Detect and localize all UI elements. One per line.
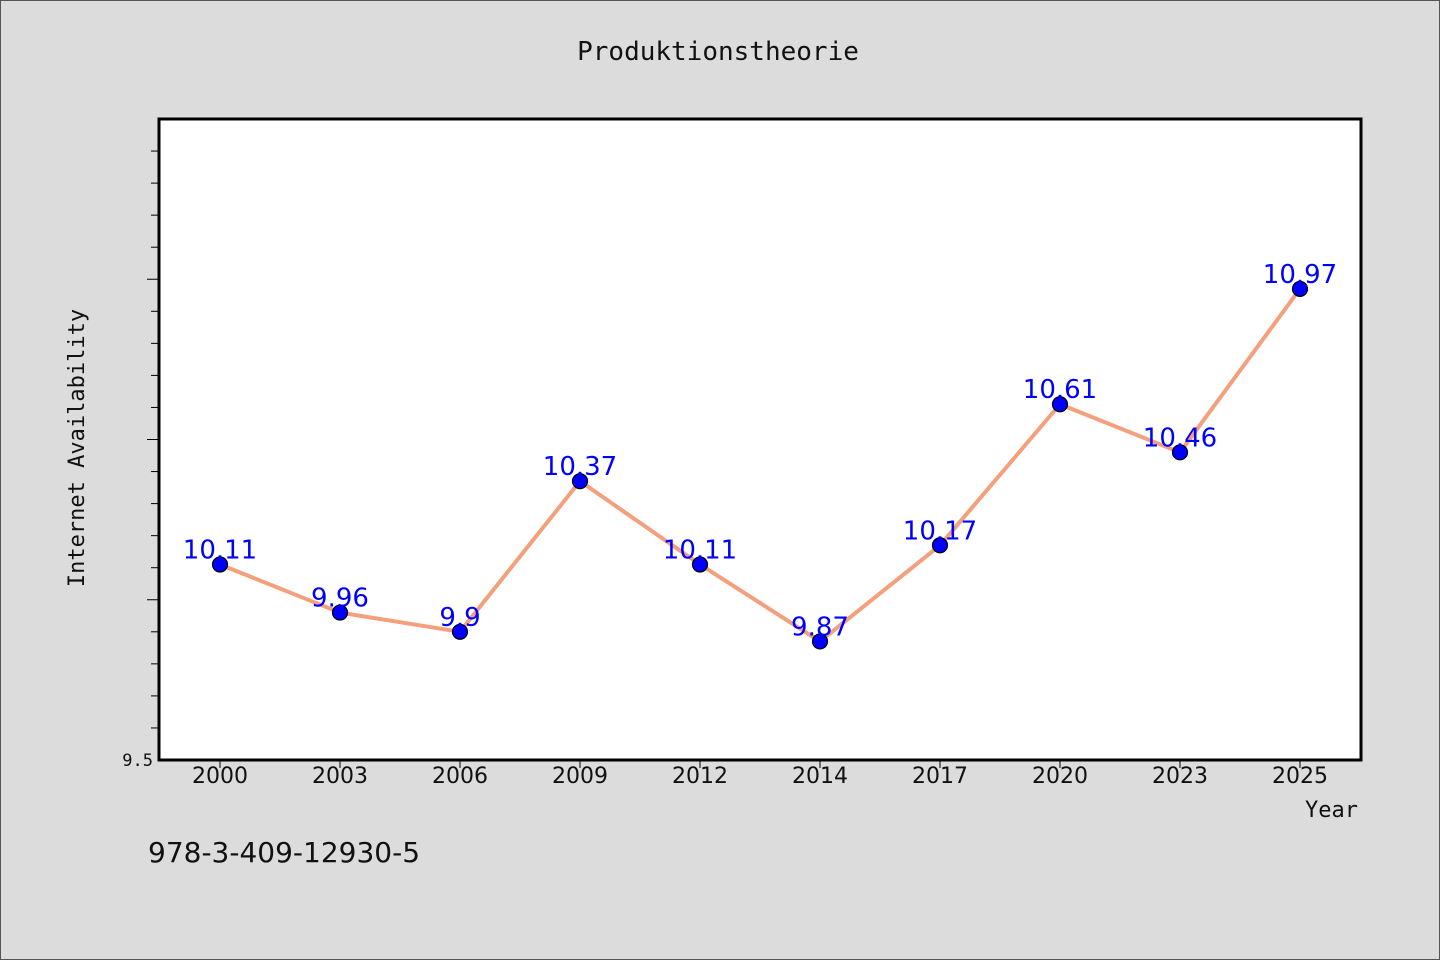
x-axis-ticks: 2000 2003 2006 2009 2012 2014 2017 2020 2023 2025: [192, 760, 1328, 789]
x-tick-label: 2014: [792, 764, 848, 789]
series-line: [219, 287, 1302, 644]
x-tick-label: 2017: [912, 764, 968, 789]
data-point: [1051, 396, 1069, 413]
data-labels: 10.11 9.96 9.9 10.37 10.11 9.87 10.17 10.61 10.4…: [183, 260, 1337, 643]
y-axis-ticks: 9.5: [122, 150, 159, 771]
isbn-text: 978-3-409-12930-5: [148, 836, 420, 869]
x-tick-label: 2020: [1032, 764, 1088, 789]
data-point: [1171, 444, 1189, 461]
x-tick-label: 2003: [312, 764, 368, 789]
data-label: 10.11: [663, 535, 737, 565]
data-point: [211, 556, 229, 573]
data-label: 10.61: [1023, 375, 1097, 405]
data-label: 9.96: [311, 584, 369, 614]
x-tick-label: 2023: [1152, 764, 1208, 789]
x-tick-label: 2000: [192, 764, 248, 789]
data-label: 10.46: [1143, 423, 1217, 453]
x-tick-label: 2006: [432, 764, 488, 789]
data-point: [571, 473, 589, 490]
data-point: [931, 537, 949, 554]
data-points: [211, 280, 1309, 650]
data-point: [331, 604, 349, 621]
y-axis-label: Internet Availability: [65, 309, 90, 587]
data-point: [811, 633, 829, 650]
data-label: 10.17: [903, 516, 977, 546]
data-label: 10.11: [183, 535, 257, 565]
plot-area: [157, 117, 1363, 762]
data-label: 10.37: [543, 452, 617, 482]
y-tick-label: 9.5: [122, 751, 153, 771]
data-point: [451, 623, 469, 640]
x-axis-label: Year: [1305, 798, 1358, 823]
data-label: 10.97: [1263, 260, 1337, 290]
data-label: 9.87: [791, 612, 849, 642]
data-point: [691, 556, 709, 573]
x-tick-label: 2025: [1272, 764, 1328, 789]
data-point: [1291, 280, 1309, 297]
data-label: 9.9: [439, 603, 480, 633]
x-tick-label: 2012: [672, 764, 728, 789]
x-tick-label: 2009: [552, 764, 608, 789]
chart-title: Produktionstheorie: [577, 37, 859, 67]
